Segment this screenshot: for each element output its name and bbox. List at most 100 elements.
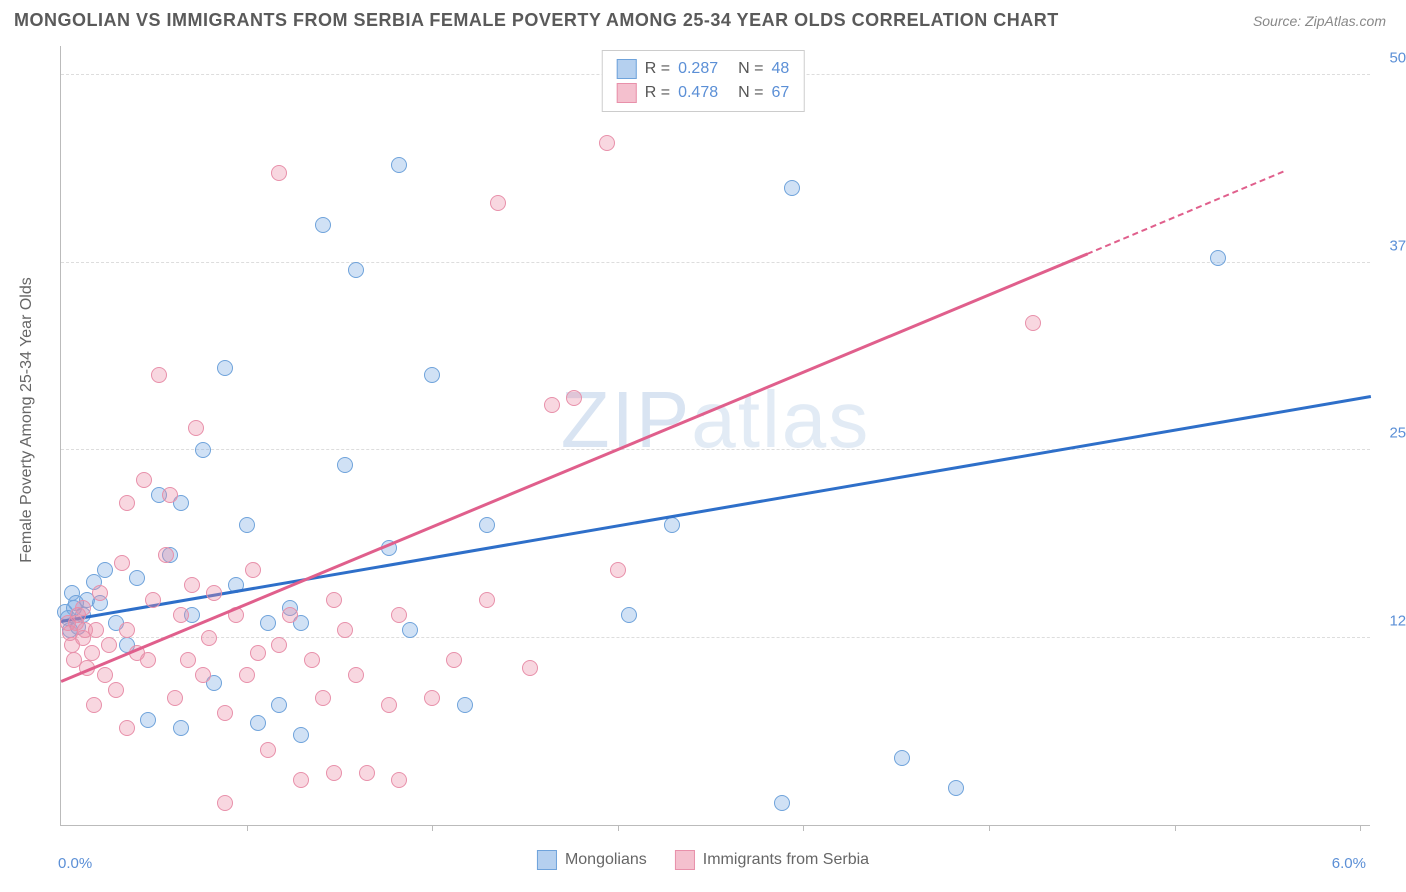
data-point: [245, 562, 261, 578]
trend-line: [61, 395, 1371, 622]
legend-series: Mongolians Immigrants from Serbia: [537, 850, 869, 870]
chart-title: MONGOLIAN VS IMMIGRANTS FROM SERBIA FEMA…: [14, 10, 1059, 31]
data-point: [97, 562, 113, 578]
data-point: [446, 652, 462, 668]
data-point: [479, 592, 495, 608]
data-point: [173, 607, 189, 623]
data-point: [119, 622, 135, 638]
data-point: [326, 592, 342, 608]
data-point: [77, 622, 93, 638]
data-point: [158, 547, 174, 563]
data-point: [260, 615, 276, 631]
legend-stat-row: R = 0.287N = 48: [617, 57, 790, 81]
data-point: [217, 360, 233, 376]
data-point: [195, 442, 211, 458]
data-point: [359, 765, 375, 781]
data-point: [894, 750, 910, 766]
data-point: [217, 795, 233, 811]
data-point: [119, 495, 135, 511]
y-axis-label: Female Poverty Among 25-34 Year Olds: [18, 277, 36, 563]
x-tick: [432, 825, 433, 831]
data-point: [610, 562, 626, 578]
data-point: [260, 742, 276, 758]
data-point: [136, 472, 152, 488]
x-axis-min-label: 0.0%: [58, 855, 92, 872]
data-point: [250, 715, 266, 731]
data-point: [348, 667, 364, 683]
data-point: [75, 600, 91, 616]
trend-line: [61, 253, 1088, 683]
data-point: [1025, 315, 1041, 331]
data-point: [173, 720, 189, 736]
data-point: [151, 367, 167, 383]
data-point: [337, 457, 353, 473]
data-point: [348, 262, 364, 278]
data-point: [184, 577, 200, 593]
trend-line: [1087, 171, 1284, 255]
legend-r-value: 0.287: [678, 60, 718, 78]
data-point: [162, 487, 178, 503]
data-point: [271, 697, 287, 713]
data-point: [1210, 250, 1226, 266]
data-point: [402, 622, 418, 638]
y-tick-label: 50.0%: [1389, 50, 1406, 67]
y-tick-label: 12.5%: [1389, 612, 1406, 629]
legend-r-value: 0.478: [678, 84, 718, 102]
data-point: [239, 517, 255, 533]
data-point: [522, 660, 538, 676]
data-point: [391, 772, 407, 788]
legend-swatch: [537, 850, 557, 870]
data-point: [424, 367, 440, 383]
data-point: [391, 607, 407, 623]
x-tick: [618, 825, 619, 831]
x-tick: [989, 825, 990, 831]
legend-series-label: Mongolians: [565, 851, 647, 869]
data-point: [188, 420, 204, 436]
data-point: [326, 765, 342, 781]
legend-swatch: [675, 850, 695, 870]
data-point: [101, 637, 117, 653]
data-point: [391, 157, 407, 173]
x-tick: [803, 825, 804, 831]
data-point: [457, 697, 473, 713]
data-point: [948, 780, 964, 796]
legend-stat-row: R = 0.478N = 67: [617, 81, 790, 105]
legend-series-label: Immigrants from Serbia: [703, 851, 869, 869]
scatter-chart: ZIPatlas 12.5%25.0%37.5%50.0%: [60, 46, 1370, 826]
gridline: [61, 637, 1370, 638]
y-tick-label: 25.0%: [1389, 425, 1406, 442]
data-point: [84, 645, 100, 661]
data-point: [337, 622, 353, 638]
data-point: [97, 667, 113, 683]
data-point: [108, 682, 124, 698]
legend-n-label: N =: [738, 60, 763, 78]
data-point: [664, 517, 680, 533]
x-tick: [247, 825, 248, 831]
data-point: [250, 645, 266, 661]
legend-r-label: R =: [645, 84, 670, 102]
legend-series-item: Mongolians: [537, 850, 647, 870]
legend-swatch: [617, 83, 637, 103]
legend-stats: R = 0.287N = 48R = 0.478N = 67: [602, 50, 805, 112]
data-point: [140, 652, 156, 668]
data-point: [315, 217, 331, 233]
data-point: [424, 690, 440, 706]
x-axis-max-label: 6.0%: [1332, 855, 1366, 872]
chart-header: MONGOLIAN VS IMMIGRANTS FROM SERBIA FEMA…: [0, 0, 1406, 39]
data-point: [145, 592, 161, 608]
data-point: [195, 667, 211, 683]
x-tick: [1360, 825, 1361, 831]
data-point: [239, 667, 255, 683]
data-point: [293, 772, 309, 788]
data-point: [86, 697, 102, 713]
data-point: [114, 555, 130, 571]
data-point: [304, 652, 320, 668]
data-point: [201, 630, 217, 646]
data-point: [490, 195, 506, 211]
legend-swatch: [617, 59, 637, 79]
legend-n-label: N =: [738, 84, 763, 102]
data-point: [167, 690, 183, 706]
data-point: [293, 727, 309, 743]
data-point: [217, 705, 233, 721]
data-point: [621, 607, 637, 623]
